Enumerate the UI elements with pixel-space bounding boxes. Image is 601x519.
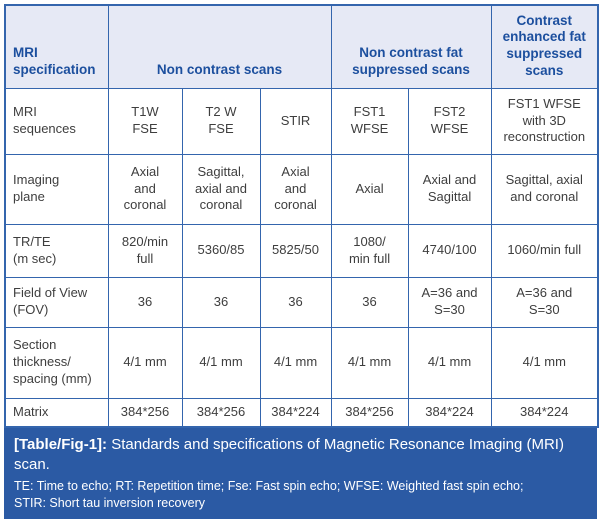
mri-specifications-table: MRI specification Non contrast scans Non… bbox=[4, 4, 600, 428]
table-row-field-of-view: Field of View (FOV) 36 36 36 36 A=36 and… bbox=[4, 276, 599, 328]
header-contrast-enhanced-fat-suppressed-scans: Contrast enhanced fat suppressed scans bbox=[490, 4, 599, 89]
row-label: Matrix bbox=[4, 397, 109, 428]
row-label: MRI sequences bbox=[4, 87, 109, 155]
table-cell: 820/min full bbox=[107, 223, 183, 278]
table-cell: A=36 and S=30 bbox=[407, 276, 492, 328]
caption-abbreviations: TE: Time to echo; RT: Repetition time; F… bbox=[14, 478, 524, 511]
table-cell: Sagittal, axial and coronal bbox=[181, 153, 261, 225]
header-non-contrast-fat-suppressed-scans: Non contrast fat suppressed scans bbox=[330, 4, 492, 89]
header-mri-specification: MRI specification bbox=[4, 4, 109, 89]
row-label: TR/TE (m sec) bbox=[4, 223, 109, 278]
table-cell: Axial and coronal bbox=[107, 153, 183, 225]
table-cell: 4/1 mm bbox=[407, 326, 492, 399]
caption-text: Standards and specifications of Magnetic… bbox=[14, 436, 564, 474]
table-cell: 36 bbox=[259, 276, 332, 328]
table-cell: 4/1 mm bbox=[181, 326, 261, 399]
header-non-contrast-scans: Non contrast scans bbox=[107, 4, 332, 89]
caption-main: [Table/Fig-1]: Standards and specificati… bbox=[14, 435, 587, 476]
table-cell: 36 bbox=[107, 276, 183, 328]
table-cell: 384*256 bbox=[330, 397, 409, 428]
table-caption: [Table/Fig-1]: Standards and specificati… bbox=[4, 428, 597, 519]
table-cell: 36 bbox=[181, 276, 261, 328]
caption-tag: [Table/Fig-1]: bbox=[14, 436, 108, 453]
table-cell: 1080/ min full bbox=[330, 223, 409, 278]
table-cell: 384*224 bbox=[490, 397, 599, 428]
table-cell: 384*224 bbox=[259, 397, 332, 428]
table-cell: T1W FSE bbox=[107, 87, 183, 155]
table-cell: 1060/min full bbox=[490, 223, 599, 278]
table-cell: A=36 and S=30 bbox=[490, 276, 599, 328]
row-label: Field of View (FOV) bbox=[4, 276, 109, 328]
table-row-imaging-plane: Imaging plane Axial and coronal Sagittal… bbox=[4, 153, 599, 225]
table-cell: Axial bbox=[330, 153, 409, 225]
table-cell: 384*256 bbox=[181, 397, 261, 428]
table-cell: 4/1 mm bbox=[107, 326, 183, 399]
table-cell: 5825/50 bbox=[259, 223, 332, 278]
table-cell: FST1 WFSE bbox=[330, 87, 409, 155]
table-cell: T2 W FSE bbox=[181, 87, 261, 155]
table-cell: STIR bbox=[259, 87, 332, 155]
table-cell: Sagittal, axial and coronal bbox=[490, 153, 599, 225]
table-cell: Axial and Sagittal bbox=[407, 153, 492, 225]
row-label: Imaging plane bbox=[4, 153, 109, 225]
table-cell: 5360/85 bbox=[181, 223, 261, 278]
table-cell: Axial and coronal bbox=[259, 153, 332, 225]
table-row-mri-sequences: MRI sequences T1W FSE T2 W FSE STIR FST1… bbox=[4, 87, 599, 155]
table-header-row: MRI specification Non contrast scans Non… bbox=[4, 4, 599, 89]
table-cell: 4740/100 bbox=[407, 223, 492, 278]
table-cell: FST1 WFSE with 3D reconstruction bbox=[490, 87, 599, 155]
table-row-matrix: Matrix 384*256 384*256 384*224 384*256 3… bbox=[4, 397, 599, 428]
table-cell: 384*224 bbox=[407, 397, 492, 428]
table-cell: 4/1 mm bbox=[330, 326, 409, 399]
table-row-tr-te: TR/TE (m sec) 820/min full 5360/85 5825/… bbox=[4, 223, 599, 278]
row-label: Section thickness/ spacing (mm) bbox=[4, 326, 109, 399]
table-cell: 384*256 bbox=[107, 397, 183, 428]
table-cell: FST2 WFSE bbox=[407, 87, 492, 155]
table-cell: 4/1 mm bbox=[490, 326, 599, 399]
table-cell: 36 bbox=[330, 276, 409, 328]
table-row-section-thickness: Section thickness/ spacing (mm) 4/1 mm 4… bbox=[4, 326, 599, 399]
table-cell: 4/1 mm bbox=[259, 326, 332, 399]
